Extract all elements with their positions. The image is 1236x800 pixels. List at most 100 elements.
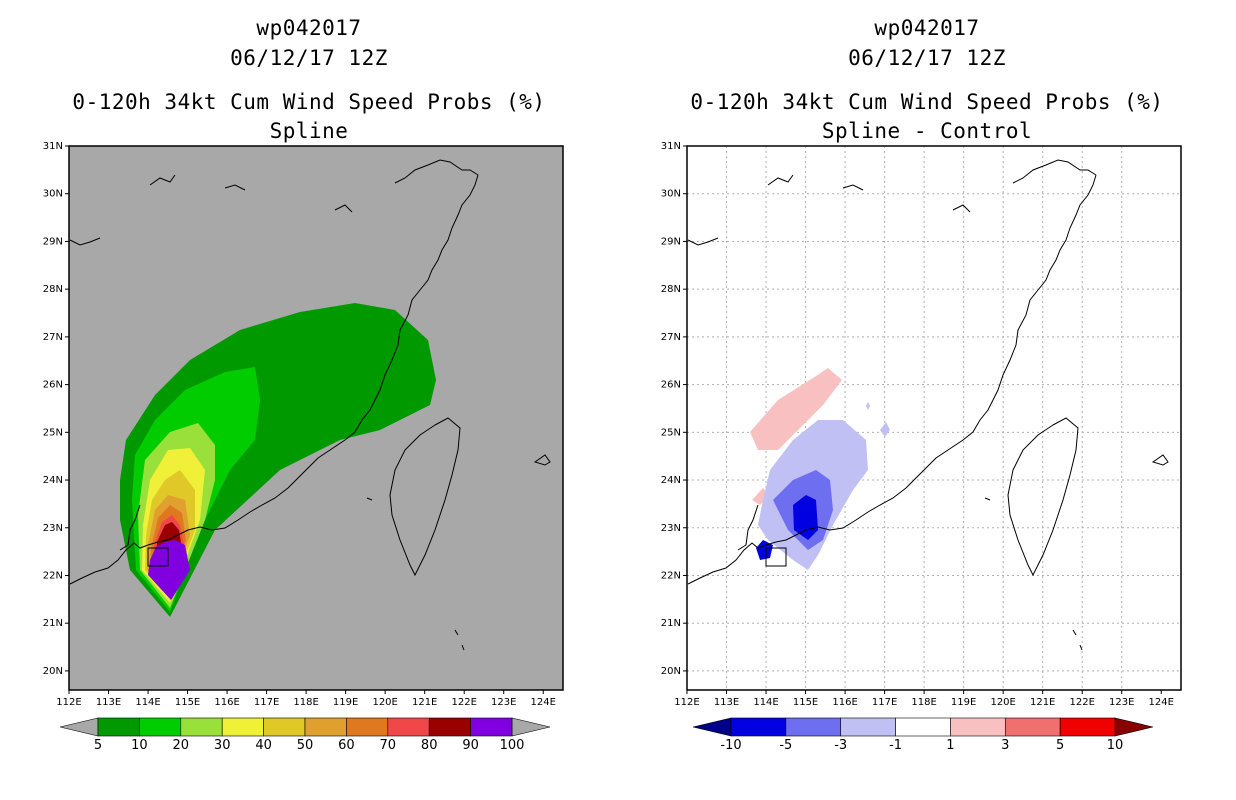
lat-tick-label: 25N bbox=[43, 427, 63, 438]
colorbar-swatch bbox=[895, 717, 951, 737]
difference-contours bbox=[687, 159, 1169, 651]
lat-tick-label: 31N bbox=[661, 141, 681, 152]
colorbar-swatch bbox=[950, 717, 1006, 737]
lat-tick-label: 26N bbox=[661, 380, 681, 391]
lon-tick-label: 115E bbox=[793, 697, 818, 708]
subtitle: Spline bbox=[269, 119, 349, 143]
lon-tick-label: 114E bbox=[135, 697, 160, 708]
colorbar-label: 60 bbox=[338, 738, 355, 753]
contour-negative-5b bbox=[756, 540, 773, 560]
colorbar-label: -10 bbox=[720, 738, 741, 753]
colorbar-swatch bbox=[263, 717, 306, 737]
lat-tick-label: 24N bbox=[661, 475, 681, 486]
colorbar-label: 10 bbox=[131, 738, 148, 753]
lon-tick-label: 124E bbox=[1149, 697, 1174, 708]
colorbar-label: 5 bbox=[94, 738, 102, 753]
lat-tick-label: 28N bbox=[661, 284, 681, 295]
colorbar-label: 80 bbox=[421, 738, 438, 753]
colorbar-low-arrow bbox=[59, 717, 99, 737]
colorbar-swatch bbox=[180, 717, 223, 737]
colorbar-label: 30 bbox=[214, 738, 231, 753]
colorbar-label: -3 bbox=[834, 738, 847, 753]
storm-id-title: wp042017 bbox=[256, 16, 362, 40]
lat-tick-label: 28N bbox=[43, 284, 63, 295]
storm-position-box bbox=[765, 547, 787, 567]
lat-tick-label: 31N bbox=[43, 141, 63, 152]
colorbar-swatch bbox=[346, 717, 389, 737]
contour-positive-1 bbox=[750, 368, 842, 450]
colorbar-swatch bbox=[387, 717, 430, 737]
lat-tick-label: 21N bbox=[661, 618, 681, 629]
axis-ticks: 112E 113E 114E 115E 116E 117E 118E 119E 120E 121E… bbox=[43, 141, 556, 708]
colorbar-label: 90 bbox=[462, 738, 479, 753]
lat-tick-label: 24N bbox=[43, 475, 63, 486]
lon-tick-label: 118E bbox=[293, 697, 318, 708]
lon-tick-label: 113E bbox=[96, 697, 121, 708]
lon-tick-label: 121E bbox=[1030, 697, 1055, 708]
lon-tick-label: 117E bbox=[254, 697, 279, 708]
colorbar-swatch bbox=[428, 717, 471, 737]
lat-tick-label: 30N bbox=[661, 189, 681, 200]
lon-tick-label: 118E bbox=[911, 697, 936, 708]
subtitle: Spline - Control bbox=[821, 119, 1033, 143]
lat-tick-label: 22N bbox=[661, 570, 681, 581]
coastlines bbox=[687, 159, 1169, 651]
colorbar-swatch bbox=[97, 717, 140, 737]
storm-id-title: wp042017 bbox=[874, 16, 980, 40]
colorbar-label: -5 bbox=[779, 738, 792, 753]
storm-position-box bbox=[147, 547, 169, 567]
colorbar-label: -1 bbox=[889, 738, 902, 753]
right-map-panel: wp042017 06/12/17 12Z 0-120h 34kt Cum Wi… bbox=[618, 0, 1236, 800]
colorbar-swatch bbox=[730, 717, 787, 737]
datetime-title: 06/12/17 12Z bbox=[848, 46, 1006, 70]
lon-tick-label: 123E bbox=[1109, 697, 1134, 708]
lat-tick-label: 27N bbox=[43, 332, 63, 343]
colorbar-swatch bbox=[1059, 717, 1116, 737]
colorbar-high-arrow bbox=[511, 717, 551, 737]
lon-tick-label: 112E bbox=[674, 697, 699, 708]
lon-tick-label: 120E bbox=[372, 697, 397, 708]
colorbar-label: 1 bbox=[946, 738, 954, 753]
colorbar-label: 70 bbox=[380, 738, 397, 753]
lon-tick-label: 121E bbox=[412, 697, 437, 708]
colorbar: -10 -5 -3 -1 1 3 5 10 bbox=[692, 717, 1154, 753]
axis-ticks: 112E 113E 114E 115E 116E 117E 118E 119E 120E 121E… bbox=[661, 141, 1174, 708]
lat-tick-label: 22N bbox=[43, 570, 63, 581]
colorbar-label: 40 bbox=[255, 738, 272, 753]
lon-tick-label: 116E bbox=[214, 697, 239, 708]
colorbar-label: 20 bbox=[173, 738, 190, 753]
lon-tick-label: 123E bbox=[491, 697, 516, 708]
lon-tick-label: 117E bbox=[872, 697, 897, 708]
lon-tick-label: 112E bbox=[56, 697, 81, 708]
lat-tick-label: 23N bbox=[43, 523, 63, 534]
lat-tick-label: 21N bbox=[43, 618, 63, 629]
contour-90 bbox=[148, 540, 190, 600]
lon-tick-label: 124E bbox=[531, 697, 556, 708]
colorbar-swatch bbox=[139, 717, 182, 737]
lon-tick-label: 122E bbox=[1069, 697, 1094, 708]
lon-tick-label: 119E bbox=[951, 697, 976, 708]
colorbar-swatch bbox=[840, 717, 896, 737]
colorbar-label: 10 bbox=[1107, 738, 1124, 753]
lat-tick-label: 20N bbox=[661, 666, 681, 677]
colorbar-swatch bbox=[1004, 717, 1061, 737]
lat-tick-label: 23N bbox=[661, 523, 681, 534]
colorbar-swatch bbox=[785, 717, 842, 737]
lon-tick-label: 115E bbox=[175, 697, 200, 708]
colorbar-label: 5 bbox=[1056, 738, 1064, 753]
map-frame bbox=[68, 145, 564, 691]
lat-tick-label: 30N bbox=[43, 189, 63, 200]
lat-tick-label: 26N bbox=[43, 380, 63, 391]
lat-tick-label: 29N bbox=[661, 236, 681, 247]
lat-lon-grid bbox=[687, 146, 1181, 690]
colorbar-swatch bbox=[221, 717, 264, 737]
colorbar-label: 3 bbox=[1001, 738, 1009, 753]
colorbar-swatch bbox=[470, 717, 513, 737]
lon-tick-label: 120E bbox=[990, 697, 1015, 708]
colorbar-low-arrow bbox=[692, 717, 732, 737]
product-title: 0-120h 34kt Cum Wind Speed Probs (%) bbox=[72, 90, 546, 114]
lon-tick-label: 114E bbox=[753, 697, 778, 708]
contour-5 bbox=[120, 303, 436, 617]
map-frame bbox=[686, 145, 1182, 691]
product-title: 0-120h 34kt Cum Wind Speed Probs (%) bbox=[690, 90, 1164, 114]
